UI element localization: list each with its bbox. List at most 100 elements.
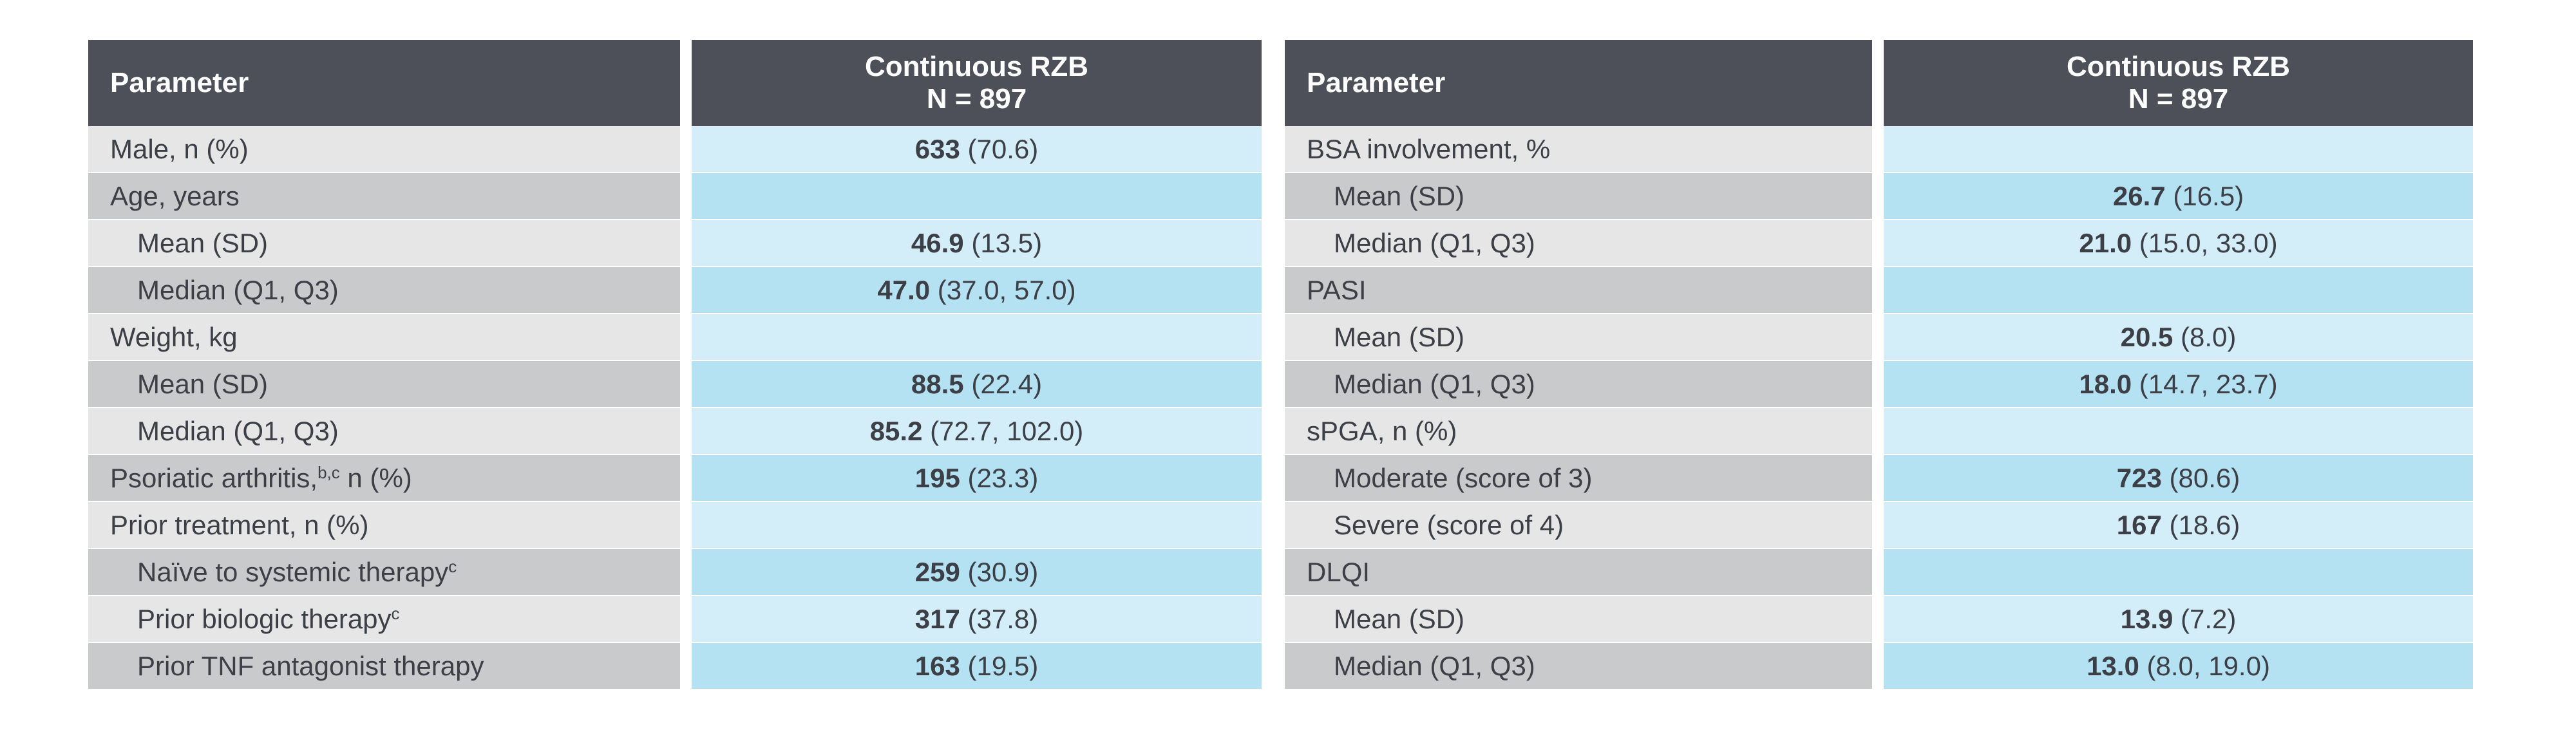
value-cell (1884, 549, 2473, 596)
value-detail: (37.8) (967, 603, 1039, 634)
value-number: 85.2 (869, 415, 923, 446)
table-row: Severe (score of 4) 167 (18.6) (1285, 502, 2473, 549)
table-row: Male, n (%) 633 (70.6) (88, 126, 1262, 173)
parameter-label: Male, n (%) (110, 133, 249, 164)
parameter-label: Psoriatic arthritis, (110, 462, 318, 493)
value-detail: (8.0) (2181, 321, 2237, 352)
table-row: DLQI (1285, 549, 2473, 596)
parameter-label: DLQI (1307, 556, 1370, 587)
parameter-cell: Age, years (88, 173, 680, 220)
value-cell: 46.9 (13.5) (692, 220, 1262, 267)
value-cell: 633 (70.6) (692, 126, 1262, 173)
value-detail: (14.7, 23.7) (2139, 368, 2278, 399)
value-detail: (16.5) (2173, 180, 2244, 211)
value-cell (1884, 126, 2473, 173)
table-row: Median (Q1, Q3) 13.0 (8.0, 19.0) (1285, 643, 2473, 690)
value-number: 195 (914, 462, 960, 493)
footnote-marker: c (391, 603, 400, 623)
table-row: Median (Q1, Q3) 18.0 (14.7, 23.7) (1285, 361, 2473, 408)
parameter-cell: PASI (1285, 267, 1872, 314)
parameter-cell: Median (Q1, Q3) (1285, 361, 1872, 408)
parameter-label: Moderate (score of 3) (1334, 462, 1593, 493)
table-row: Median (Q1, Q3) 21.0 (15.0, 33.0) (1285, 220, 2473, 267)
parameter-label: Prior biologic therapy (137, 603, 392, 634)
value-detail: (70.6) (967, 133, 1039, 164)
parameter-cell: Median (Q1, Q3) (88, 267, 680, 314)
value-cell (1884, 267, 2473, 314)
parameter-label: Severe (score of 4) (1334, 509, 1564, 540)
treatment-group-header: Continuous RZB N = 897 (1884, 40, 2473, 126)
table-row: Naïve to systemic therapyc 259 (30.9) (88, 549, 1262, 596)
parameter-cell: Mean (SD) (1285, 314, 1872, 361)
parameter-label: Prior treatment, n (%) (110, 509, 369, 540)
table-row: Age, years (88, 173, 1262, 220)
value-cell: 163 (19.5) (692, 643, 1262, 690)
parameter-label: Mean (SD) (137, 368, 269, 399)
parameter-label: Median (Q1, Q3) (137, 415, 339, 446)
parameter-cell: Median (Q1, Q3) (88, 408, 680, 455)
value-number: 167 (2116, 509, 2162, 540)
value-number: 317 (914, 603, 960, 634)
parameter-cell: Prior treatment, n (%) (88, 502, 680, 549)
parameter-cell: Median (Q1, Q3) (1285, 643, 1872, 690)
value-number: 13.0 (2087, 650, 2139, 681)
value-number: 20.5 (2120, 321, 2174, 352)
value-detail: (22.4) (971, 368, 1043, 399)
value-detail: (19.5) (967, 650, 1039, 681)
parameter-label: Age, years (110, 180, 240, 211)
group-name: Continuous RZB (864, 51, 1089, 82)
parameter-cell: Moderate (score of 3) (1285, 455, 1872, 502)
value-cell: 21.0 (15.0, 33.0) (1884, 220, 2473, 267)
table-row: Mean (SD) 46.9 (13.5) (88, 220, 1262, 267)
parameter-label: Mean (SD) (137, 227, 269, 258)
value-number: 88.5 (911, 368, 964, 399)
value-cell: 26.7 (16.5) (1884, 173, 2473, 220)
value-cell: 317 (37.8) (692, 596, 1262, 643)
parameter-label: Mean (SD) (1334, 321, 1465, 352)
value-cell (692, 502, 1262, 549)
value-cell (692, 314, 1262, 361)
parameter-label-suffix: n (%) (339, 462, 412, 493)
group-n: N = 897 (2128, 83, 2229, 115)
value-detail: (72.7, 102.0) (930, 415, 1084, 446)
value-cell: 20.5 (8.0) (1884, 314, 2473, 361)
table-row: sPGA, n (%) (1285, 408, 2473, 455)
value-cell: 259 (30.9) (692, 549, 1262, 596)
parameter-label: Prior TNF antagonist therapy (137, 650, 484, 681)
header-row: Parameter Continuous RZB N = 897 (88, 40, 1262, 126)
parameter-cell: Mean (SD) (88, 361, 680, 408)
baseline-table-left: Parameter Continuous RZB N = 897 Male, n… (88, 40, 1262, 690)
parameter-label: Mean (SD) (1334, 603, 1465, 634)
value-detail: (37.0, 57.0) (937, 274, 1076, 305)
parameter-cell: Median (Q1, Q3) (1285, 220, 1872, 267)
parameter-cell: Weight, kg (88, 314, 680, 361)
value-cell: 13.0 (8.0, 19.0) (1884, 643, 2473, 690)
parameter-cell: BSA involvement, % (1285, 126, 1872, 173)
value-number: 13.9 (2120, 603, 2174, 634)
table-row: PASI (1285, 267, 2473, 314)
value-number: 46.9 (911, 227, 964, 258)
table-row: Mean (SD) 88.5 (22.4) (88, 361, 1262, 408)
parameter-label: sPGA, n (%) (1307, 415, 1457, 446)
parameter-cell: DLQI (1285, 549, 1872, 596)
parameter-cell: Mean (SD) (88, 220, 680, 267)
value-cell: 13.9 (7.2) (1884, 596, 2473, 643)
value-number: 26.7 (2112, 180, 2166, 211)
treatment-group-header: Continuous RZB N = 897 (692, 40, 1262, 126)
parameter-label: Median (Q1, Q3) (1334, 227, 1535, 258)
parameter-cell: Severe (score of 4) (1285, 502, 1872, 549)
value-cell: 18.0 (14.7, 23.7) (1884, 361, 2473, 408)
value-cell: 88.5 (22.4) (692, 361, 1262, 408)
value-number: 18.0 (2079, 368, 2132, 399)
baseline-table-right: Parameter Continuous RZB N = 897 BSA inv… (1285, 40, 2473, 690)
parameter-cell: Mean (SD) (1285, 173, 1872, 220)
table-row: Median (Q1, Q3) 47.0 (37.0, 57.0) (88, 267, 1262, 314)
parameter-label: BSA involvement, % (1307, 133, 1551, 164)
value-cell: 85.2 (72.7, 102.0) (692, 408, 1262, 455)
parameter-label: Naïve to systemic therapy (137, 556, 449, 587)
parameter-cell: Prior TNF antagonist therapy (88, 643, 680, 690)
table-row: Median (Q1, Q3) 85.2 (72.7, 102.0) (88, 408, 1262, 455)
header-row: Parameter Continuous RZB N = 897 (1285, 40, 2473, 126)
footnote-marker: c (448, 556, 457, 576)
value-detail: (80.6) (2169, 462, 2240, 493)
